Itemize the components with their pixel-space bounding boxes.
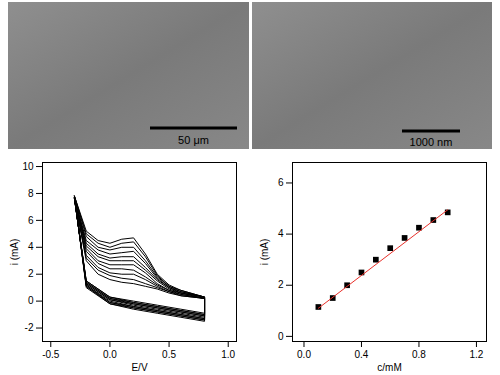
svg-text:1.0: 1.0 [221, 349, 235, 360]
svg-text:0.4: 0.4 [355, 349, 369, 360]
svg-text:0.0: 0.0 [103, 349, 117, 360]
svg-text:6: 6 [278, 177, 284, 188]
svg-text:0.0: 0.0 [297, 349, 311, 360]
svg-text:6: 6 [28, 215, 34, 226]
svg-text:i (mA): i (mA) [9, 239, 20, 266]
svg-text:c/mM: c/mM [377, 362, 401, 373]
svg-text:0.8: 0.8 [412, 349, 426, 360]
svg-text:0: 0 [28, 295, 34, 306]
svg-text:4: 4 [28, 241, 34, 252]
svg-text:-2: -2 [25, 322, 34, 333]
svg-text:1000 nm: 1000 nm [410, 136, 453, 148]
svg-text:E/V: E/V [131, 362, 147, 373]
svg-text:1.2: 1.2 [469, 349, 483, 360]
svg-text:10: 10 [22, 161, 34, 172]
svg-text:0.5: 0.5 [162, 349, 176, 360]
svg-text:50 μm: 50 μm [178, 134, 209, 146]
svg-text:8: 8 [28, 188, 34, 199]
svg-text:2: 2 [28, 268, 34, 279]
svg-text:2: 2 [278, 279, 284, 290]
svg-text:0: 0 [278, 331, 284, 342]
svg-text:4: 4 [278, 228, 284, 239]
svg-text:i (mA): i (mA) [259, 239, 270, 266]
svg-text:-0.5: -0.5 [42, 349, 60, 360]
